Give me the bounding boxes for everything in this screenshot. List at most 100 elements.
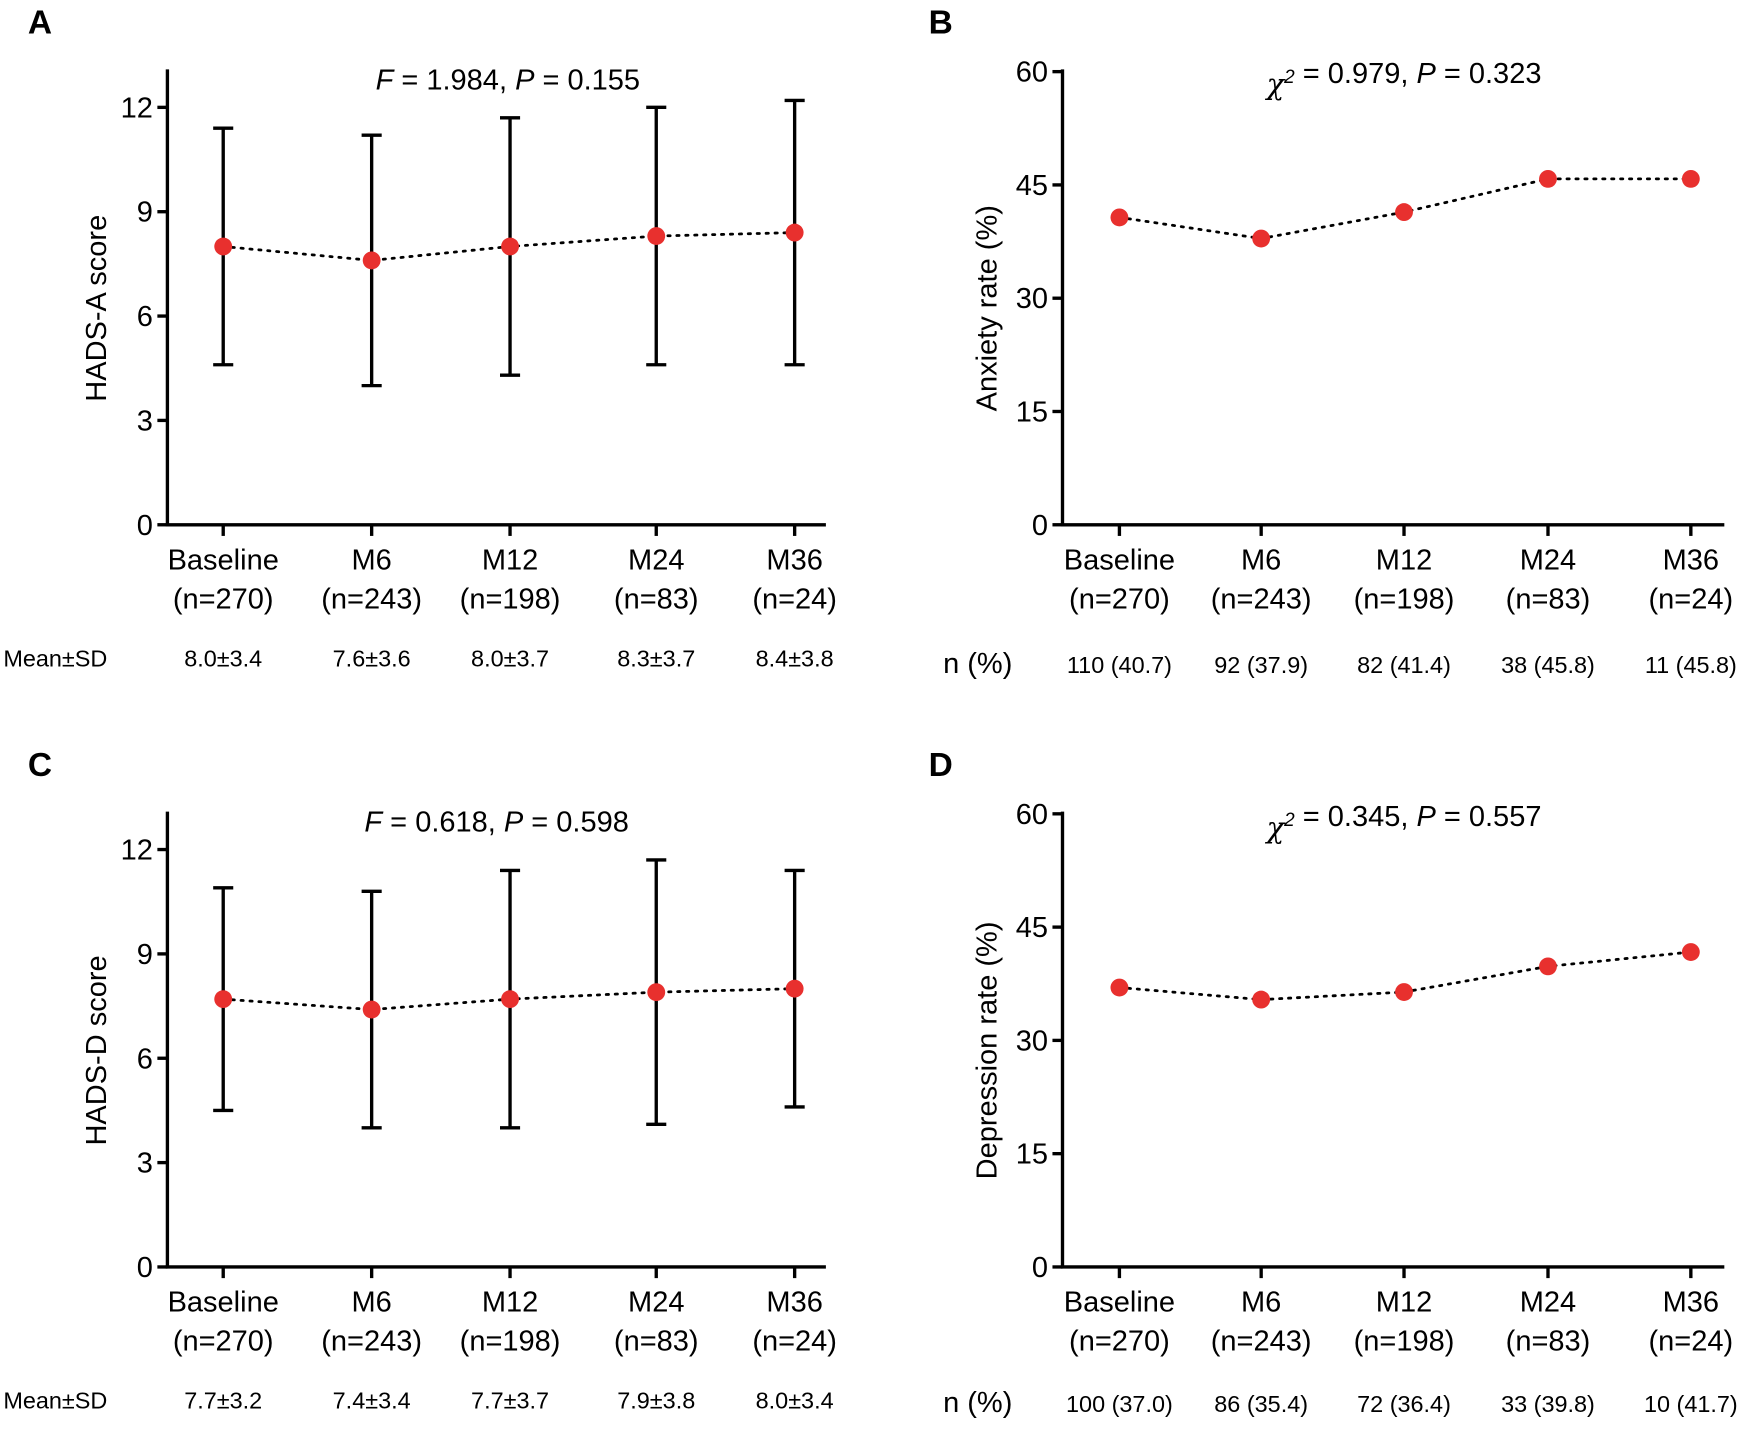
y-tick-label: 30 xyxy=(1016,283,1048,315)
x-tick-n-label: (n=243) xyxy=(1211,583,1312,615)
x-tick-label: M24 xyxy=(1520,1287,1576,1319)
stat-sep: , xyxy=(1400,58,1416,90)
summary-row-label: n (%) xyxy=(943,648,1012,680)
y-tick-label: 9 xyxy=(137,939,153,971)
data-point xyxy=(647,227,666,245)
x-tick-n-label: (n=24) xyxy=(752,583,837,615)
x-tick-label: M12 xyxy=(1376,1287,1432,1319)
data-point xyxy=(1539,169,1557,188)
p-label: P xyxy=(504,807,524,839)
data-point xyxy=(1395,983,1413,1001)
y-axis-label: HADS-A score xyxy=(81,215,113,402)
summary-value: 10 (41.7) xyxy=(1644,1391,1738,1417)
summary-value: 100 (37.0) xyxy=(1066,1391,1173,1417)
summary-value: 7.7±3.2 xyxy=(184,1388,262,1414)
x-tick-label: Baseline xyxy=(1064,544,1175,576)
data-point xyxy=(501,237,519,256)
data-point xyxy=(1681,943,1700,961)
summary-value: 8.3±3.7 xyxy=(617,646,695,672)
stat-name: F xyxy=(376,65,396,97)
y-tick-label: 3 xyxy=(137,1148,153,1180)
data-point xyxy=(1110,208,1129,227)
data-point xyxy=(501,990,519,1009)
x-tick-label: M12 xyxy=(482,1287,538,1319)
stat-eq: = xyxy=(382,807,415,839)
x-tick-n-label: (n=198) xyxy=(1354,583,1455,615)
x-tick-n-label: (n=83) xyxy=(614,583,699,615)
y-axis-label: Anxiety rate (%) xyxy=(972,205,1004,411)
stat-annotation: F = 0.618, P = 0.598 xyxy=(364,807,628,839)
data-point xyxy=(647,983,666,1002)
summary-value: 8.0±3.7 xyxy=(471,646,549,672)
summary-value: 7.4±3.4 xyxy=(333,1388,411,1414)
x-tick-label: M6 xyxy=(352,1287,392,1319)
x-tick-n-label: (n=198) xyxy=(1354,1326,1455,1358)
data-point xyxy=(1539,957,1557,976)
x-tick-n-label: (n=243) xyxy=(1211,1326,1312,1358)
y-tick-label: 15 xyxy=(1016,397,1048,429)
summary-value: 33 (39.8) xyxy=(1501,1391,1595,1417)
stat-superscript: 2 xyxy=(1283,810,1295,831)
data-point xyxy=(214,237,233,256)
y-tick-label: 3 xyxy=(137,405,153,437)
x-tick-n-label: (n=24) xyxy=(1649,583,1734,615)
x-tick-n-label: (n=243) xyxy=(321,1326,422,1358)
y-tick-label: 60 xyxy=(1016,799,1048,831)
x-tick-label: M6 xyxy=(352,544,392,576)
x-tick-label: Baseline xyxy=(168,1287,279,1319)
y-tick-label: 30 xyxy=(1016,1025,1048,1057)
x-tick-n-label: (n=270) xyxy=(173,583,274,615)
data-point xyxy=(1110,978,1129,997)
panel-d: D 0 15 30 45 60 Depression rate (%) χ2 = 0.345,… xyxy=(929,747,1738,1419)
summary-value: 8.4±3.8 xyxy=(756,646,834,672)
stat-sep: , xyxy=(488,807,504,839)
x-tick-n-label: (n=198) xyxy=(460,583,561,615)
y-tick-label: 45 xyxy=(1016,170,1048,202)
y-tick-label: 6 xyxy=(137,301,153,333)
y-tick-label: 0 xyxy=(1032,1252,1048,1284)
panel-c: C 0 3 6 9 12 HADS-D score F = 0.618, P = 0.598 B… xyxy=(3,747,837,1414)
summary-value: 7.6±3.6 xyxy=(333,646,411,672)
y-tick-label: 12 xyxy=(121,92,153,124)
data-point xyxy=(785,223,804,242)
data-point xyxy=(1252,229,1271,248)
summary-value: 11 (45.8) xyxy=(1645,652,1737,678)
x-tick-n-label: (n=83) xyxy=(614,1326,699,1358)
x-tick-n-label: (n=24) xyxy=(1649,1326,1734,1358)
panel-a: A 0 3 6 9 12 HADS-A score F = 1.984, P = 0.155 B… xyxy=(3,5,837,672)
summary-value: 8.0±3.4 xyxy=(184,646,262,672)
panel-letter: B xyxy=(929,5,953,42)
x-tick-n-label: (n=270) xyxy=(1069,1326,1170,1358)
x-tick-n-label: (n=243) xyxy=(321,583,422,615)
summary-row-label: Mean±SD xyxy=(3,1388,107,1414)
y-tick-label: 0 xyxy=(137,510,153,542)
y-tick-label: 0 xyxy=(137,1252,153,1284)
y-axis-label: HADS-D score xyxy=(81,955,113,1145)
x-tick-label: M24 xyxy=(628,544,684,576)
summary-row-label: Mean±SD xyxy=(3,646,107,672)
summary-value: 110 (40.7) xyxy=(1067,652,1172,678)
x-tick-label: M36 xyxy=(766,1287,822,1319)
data-point xyxy=(362,1000,381,1019)
x-tick-label: M36 xyxy=(766,544,822,576)
x-tick-n-label: (n=83) xyxy=(1506,1326,1591,1358)
x-tick-n-label: (n=270) xyxy=(173,1326,274,1358)
y-tick-label: 6 xyxy=(137,1043,153,1075)
p-value: 0.598 xyxy=(556,807,629,839)
p-label: P xyxy=(1416,801,1436,833)
y-tick-label: 0 xyxy=(1032,510,1048,542)
stat-sep: , xyxy=(499,65,515,97)
data-point xyxy=(1681,169,1700,188)
panel-b: B 0 15 30 45 60 Anxiety rate (%) χ2 = 0.979, P … xyxy=(929,5,1737,681)
y-tick-label: 45 xyxy=(1016,912,1048,944)
stat-name: χ xyxy=(1265,67,1286,101)
x-tick-label: Baseline xyxy=(168,544,279,576)
stat-eq: = xyxy=(393,65,426,97)
panel-letter: C xyxy=(28,747,52,784)
stat-annotation: F = 1.984, P = 0.155 xyxy=(376,65,640,97)
data-point xyxy=(214,990,233,1009)
x-tick-label: M36 xyxy=(1663,1287,1719,1319)
stat-name: χ xyxy=(1265,810,1286,844)
data-point xyxy=(785,979,804,998)
data-point xyxy=(1395,203,1413,222)
